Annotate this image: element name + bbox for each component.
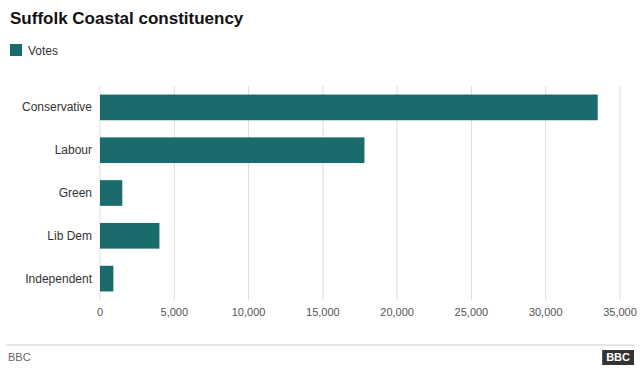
footer-box [602, 350, 634, 365]
grid-line [620, 86, 621, 300]
chart: Suffolk Coastal constituency Votes 0 5,000 1… [0, 0, 640, 371]
footer-left: BBC [8, 351, 31, 363]
footer-right-text: BBC [606, 351, 630, 363]
bar [100, 137, 364, 163]
category-label: Independent [25, 272, 92, 286]
x-tick-label: 5,000 [161, 306, 189, 318]
category-label: Labour [55, 143, 92, 157]
footer-rule [6, 345, 634, 346]
title: Suffolk Coastal constituency [10, 9, 244, 28]
bar [100, 266, 113, 292]
x-tick-label: 20,000 [380, 306, 414, 318]
x-tick-label: 35,000 [603, 306, 637, 318]
footer-right: BBC [602, 350, 634, 365]
category-label: Lib Dem [47, 229, 92, 243]
legend-label: Votes [28, 44, 58, 58]
bars [100, 95, 598, 292]
bar [100, 180, 122, 206]
category-label: Conservative [22, 100, 92, 114]
x-tick-label: 10,000 [232, 306, 266, 318]
x-tick-label: 15,000 [306, 306, 340, 318]
category-label: Green [59, 186, 92, 200]
x-tick-label: 25,000 [455, 306, 489, 318]
x-tick-label: 0 [97, 306, 103, 318]
bar [100, 223, 159, 249]
grid [100, 86, 620, 300]
x-tick-label: 30,000 [529, 306, 563, 318]
legend-swatch [10, 44, 22, 56]
bar [100, 95, 598, 121]
